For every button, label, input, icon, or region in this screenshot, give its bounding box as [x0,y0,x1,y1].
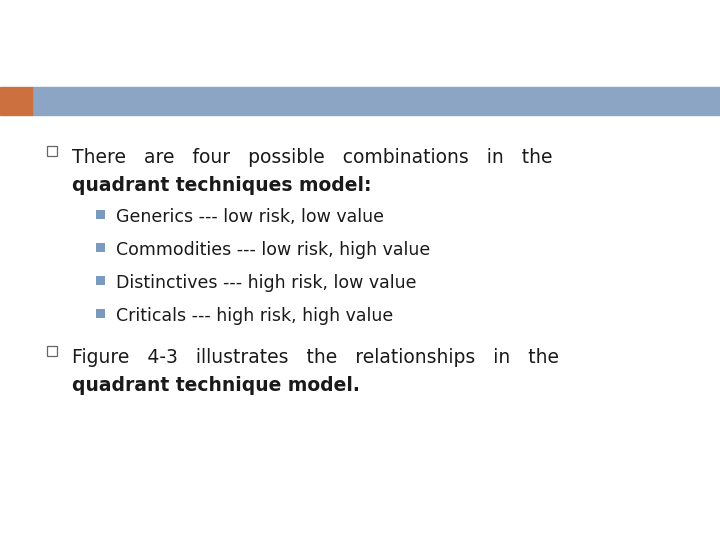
Text: Distinctives --- high risk, low value: Distinctives --- high risk, low value [116,274,416,292]
Text: quadrant techniques model:: quadrant techniques model: [72,176,372,195]
Text: quadrant technique model.: quadrant technique model. [72,376,360,395]
Bar [47,346,57,356]
Bar [0,87,32,115]
Bar [96,308,104,318]
Bar [47,146,57,156]
Bar [32,87,720,115]
Text: Generics --- low risk, low value: Generics --- low risk, low value [116,208,384,226]
Text: There   are   four   possible   combinations   in   the: There are four possible combinations in … [72,148,552,167]
Text: Figure   4-3   illustrates   the   relationships   in   the: Figure 4-3 illustrates the relationships… [72,348,559,367]
Bar [96,275,104,285]
Text: Commodities --- low risk, high value: Commodities --- low risk, high value [116,241,431,259]
Bar [96,242,104,252]
Bar [96,210,104,219]
Text: Criticals --- high risk, high value: Criticals --- high risk, high value [116,307,393,325]
